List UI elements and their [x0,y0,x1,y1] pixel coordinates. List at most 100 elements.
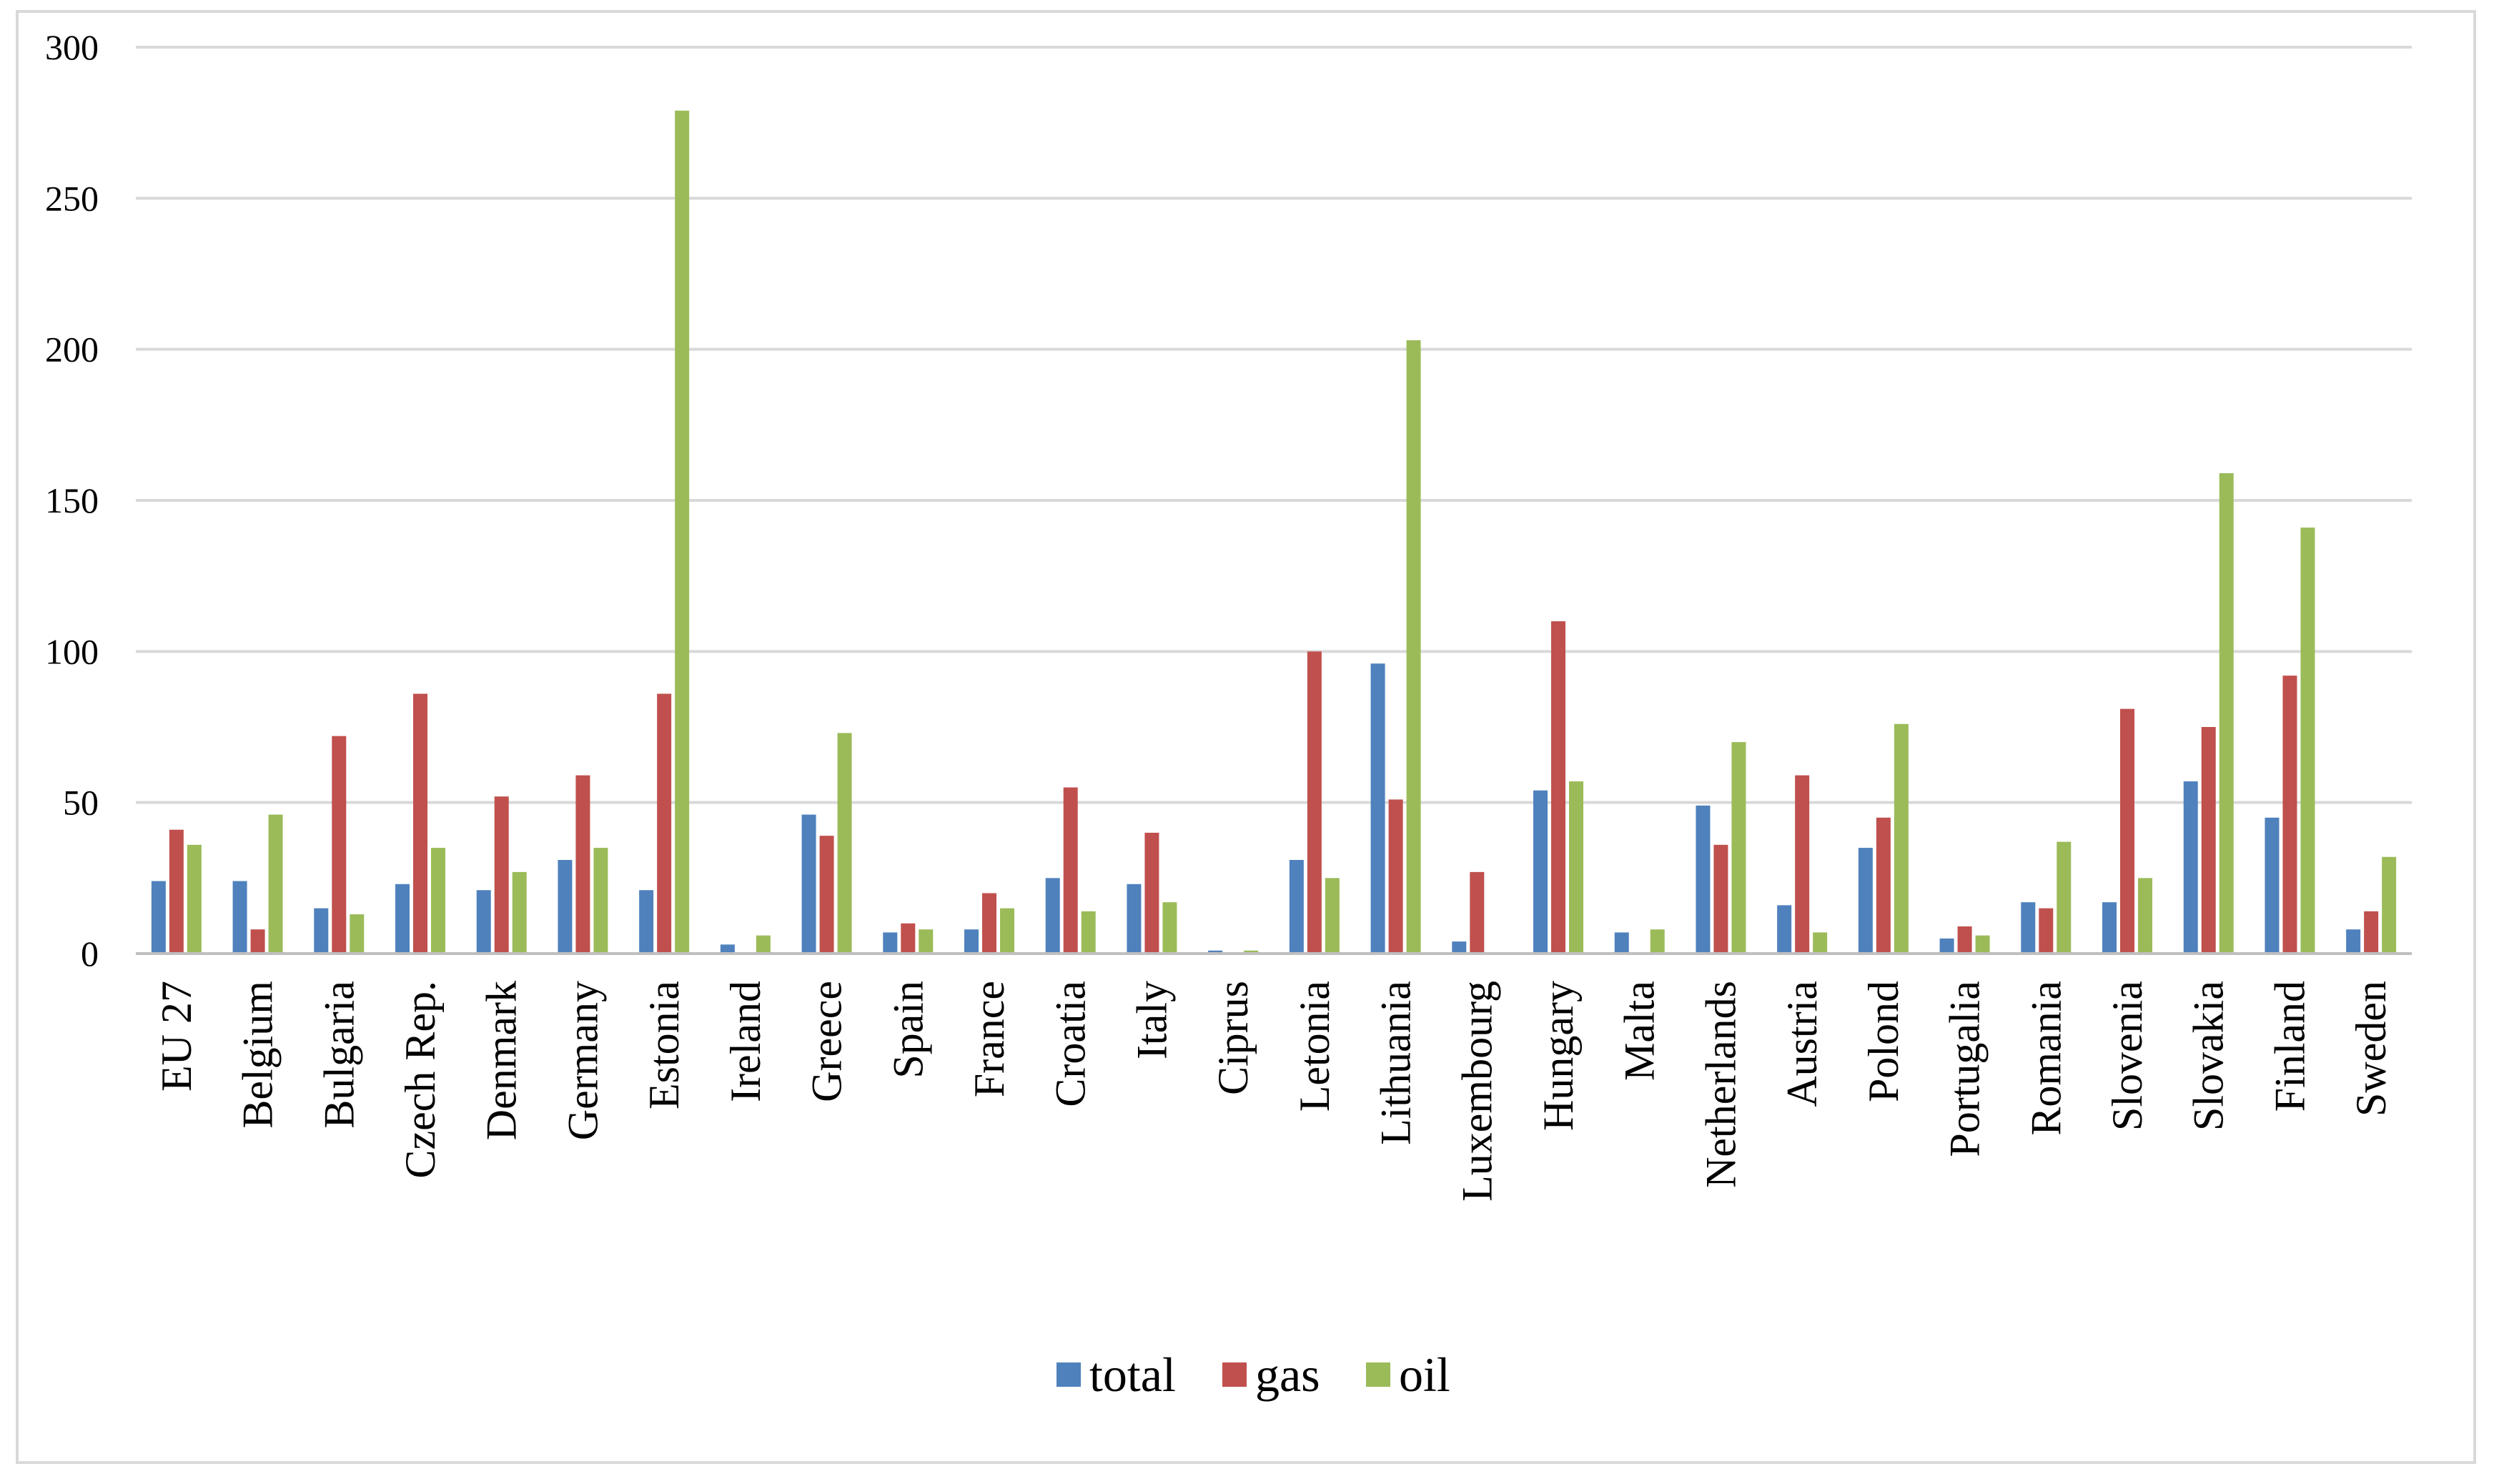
category-label: Netherlands [1697,981,1744,1188]
bar-gas [901,923,916,954]
bar-gas [982,893,996,954]
bar-total [2021,902,2036,954]
bar-oil [1813,932,1828,954]
y-tick-label: 250 [45,178,99,218]
bar-gas [2120,708,2134,954]
bar-oil [268,814,283,954]
category-label: Portugalia [1941,981,1989,1157]
legend-swatch-total [1057,1362,1081,1387]
category-label: Polond [1860,981,1907,1102]
legend-label-oil: oil [1399,1347,1450,1402]
category-label: Hungary [1535,981,1582,1131]
bar-total [964,929,979,954]
bar-total [801,814,816,954]
bar-oil [837,733,852,954]
bar-total [1370,663,1385,954]
category-label: Letonia [1291,981,1338,1112]
bar-oil [1406,340,1421,954]
category-label: Greece [803,981,851,1102]
category-label: Ireland [722,981,769,1102]
bar-oil [1000,908,1014,954]
bar-gas [657,693,672,954]
bar-oil [675,110,690,954]
bar-total [476,890,491,954]
bar-oil [2382,856,2397,954]
bar-oil [512,871,527,954]
bar-oil [431,848,445,954]
category-label: Romania [2022,981,2069,1136]
bar-total [395,884,410,954]
category-label: Bulgaria [315,981,362,1129]
y-tick-label: 100 [45,631,99,671]
category-label: Finland [2266,981,2313,1112]
bar-total [2346,929,2361,954]
bar-gas [2039,908,2054,954]
bar-total [1777,905,1792,954]
bar-oil [593,848,608,954]
bar-total [2183,781,2198,954]
bar-oil [2138,878,2152,954]
bar-total [558,859,573,954]
legend-swatch-oil [1366,1362,1390,1387]
bar-total [883,932,898,954]
bar-total [1045,878,1060,954]
bar-total [232,881,247,954]
category-label: Estonia [640,981,688,1109]
bar-gas [413,693,427,954]
bar-oil [1325,878,1340,954]
category-label: France [966,981,1013,1097]
bar-gas [1063,787,1078,954]
bar-oil [756,935,771,954]
legend-label-total: total [1089,1347,1176,1402]
category-label: Slovakia [2185,981,2232,1131]
bar-oil [1975,935,1990,954]
y-tick-label: 0 [81,934,99,974]
bar-gas [819,836,834,954]
bar-total [1533,790,1548,954]
bar-gas [2282,676,2297,954]
category-label: Lithuania [1372,981,1420,1145]
bar-oil [1244,950,1259,954]
category-label: Spain [884,981,931,1079]
category-label: Sweden [2347,981,2395,1117]
bar-oil [1650,929,1665,954]
bar-total [1127,884,1142,954]
category-label: Ciprus [1209,981,1257,1095]
bars [151,110,2397,954]
bar-total [1614,932,1629,954]
bar-total [1858,848,1873,954]
category-label: Austria [1778,981,1826,1107]
y-tick-label: 200 [45,330,99,370]
bar-oil [350,914,365,954]
bar-oil [1731,742,1746,954]
bar-total [314,908,329,954]
bar-gas [1144,832,1159,954]
y-tick-label: 50 [63,783,99,823]
bar-gas [169,829,184,954]
bar-total [639,890,654,954]
bar-total [1208,950,1223,954]
bar-total [2102,902,2117,954]
bar-oil [187,844,202,954]
bar-oil [1894,723,1909,954]
category-label: Belgium [234,981,282,1129]
gridlines [136,46,2412,804]
category-label: Italy [1128,981,1175,1059]
bar-gas [1307,651,1322,954]
category-label: Denmark [478,981,525,1140]
y-tick-label: 150 [45,480,99,520]
bar-gas [2364,911,2379,954]
bar-gas [1470,871,1485,954]
legend-swatch-gas [1222,1362,1247,1387]
category-label: Czech Rep. [397,981,444,1179]
bar-gas [1551,621,1565,954]
bar-total [2265,817,2280,954]
y-tick-label: 300 [45,27,99,67]
bar-total [1289,859,1304,954]
bar-total [1452,941,1467,954]
bar-oil [2057,841,2072,954]
bar-oil [1162,902,1177,954]
bar-gas [2201,727,2216,954]
bar-gas [1957,926,1972,954]
